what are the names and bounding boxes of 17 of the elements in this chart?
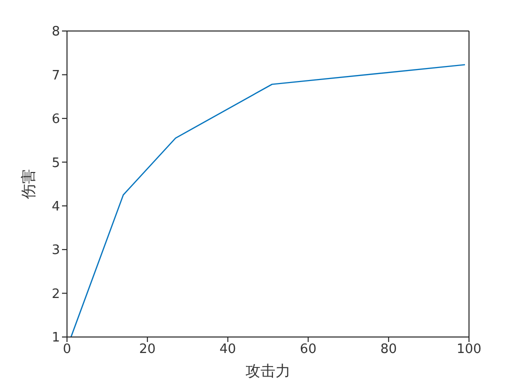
y-tick-label: 7 — [52, 68, 60, 84]
y-tick-label: 3 — [52, 243, 60, 258]
x-tick-label: 0 — [62, 342, 72, 358]
y-tick-label: 5 — [52, 156, 60, 171]
x-axis-title: 攻击力 — [246, 362, 290, 380]
y-tick-label: 2 — [52, 286, 60, 302]
y-tick-label: 4 — [52, 199, 60, 214]
y-tick-label: 8 — [52, 24, 60, 40]
x-tick-label: 100 — [456, 342, 482, 358]
line-series — [70, 64, 466, 337]
x-tick-label: 80 — [380, 342, 397, 358]
y-axis-title: 伤害 — [19, 169, 38, 199]
x-tick-label: 60 — [300, 342, 316, 358]
y-tick-label: 6 — [52, 112, 60, 128]
y-tick-label: 1 — [52, 330, 60, 346]
x-tick-label: 20 — [139, 342, 156, 358]
x-tick-label: 40 — [220, 342, 236, 358]
